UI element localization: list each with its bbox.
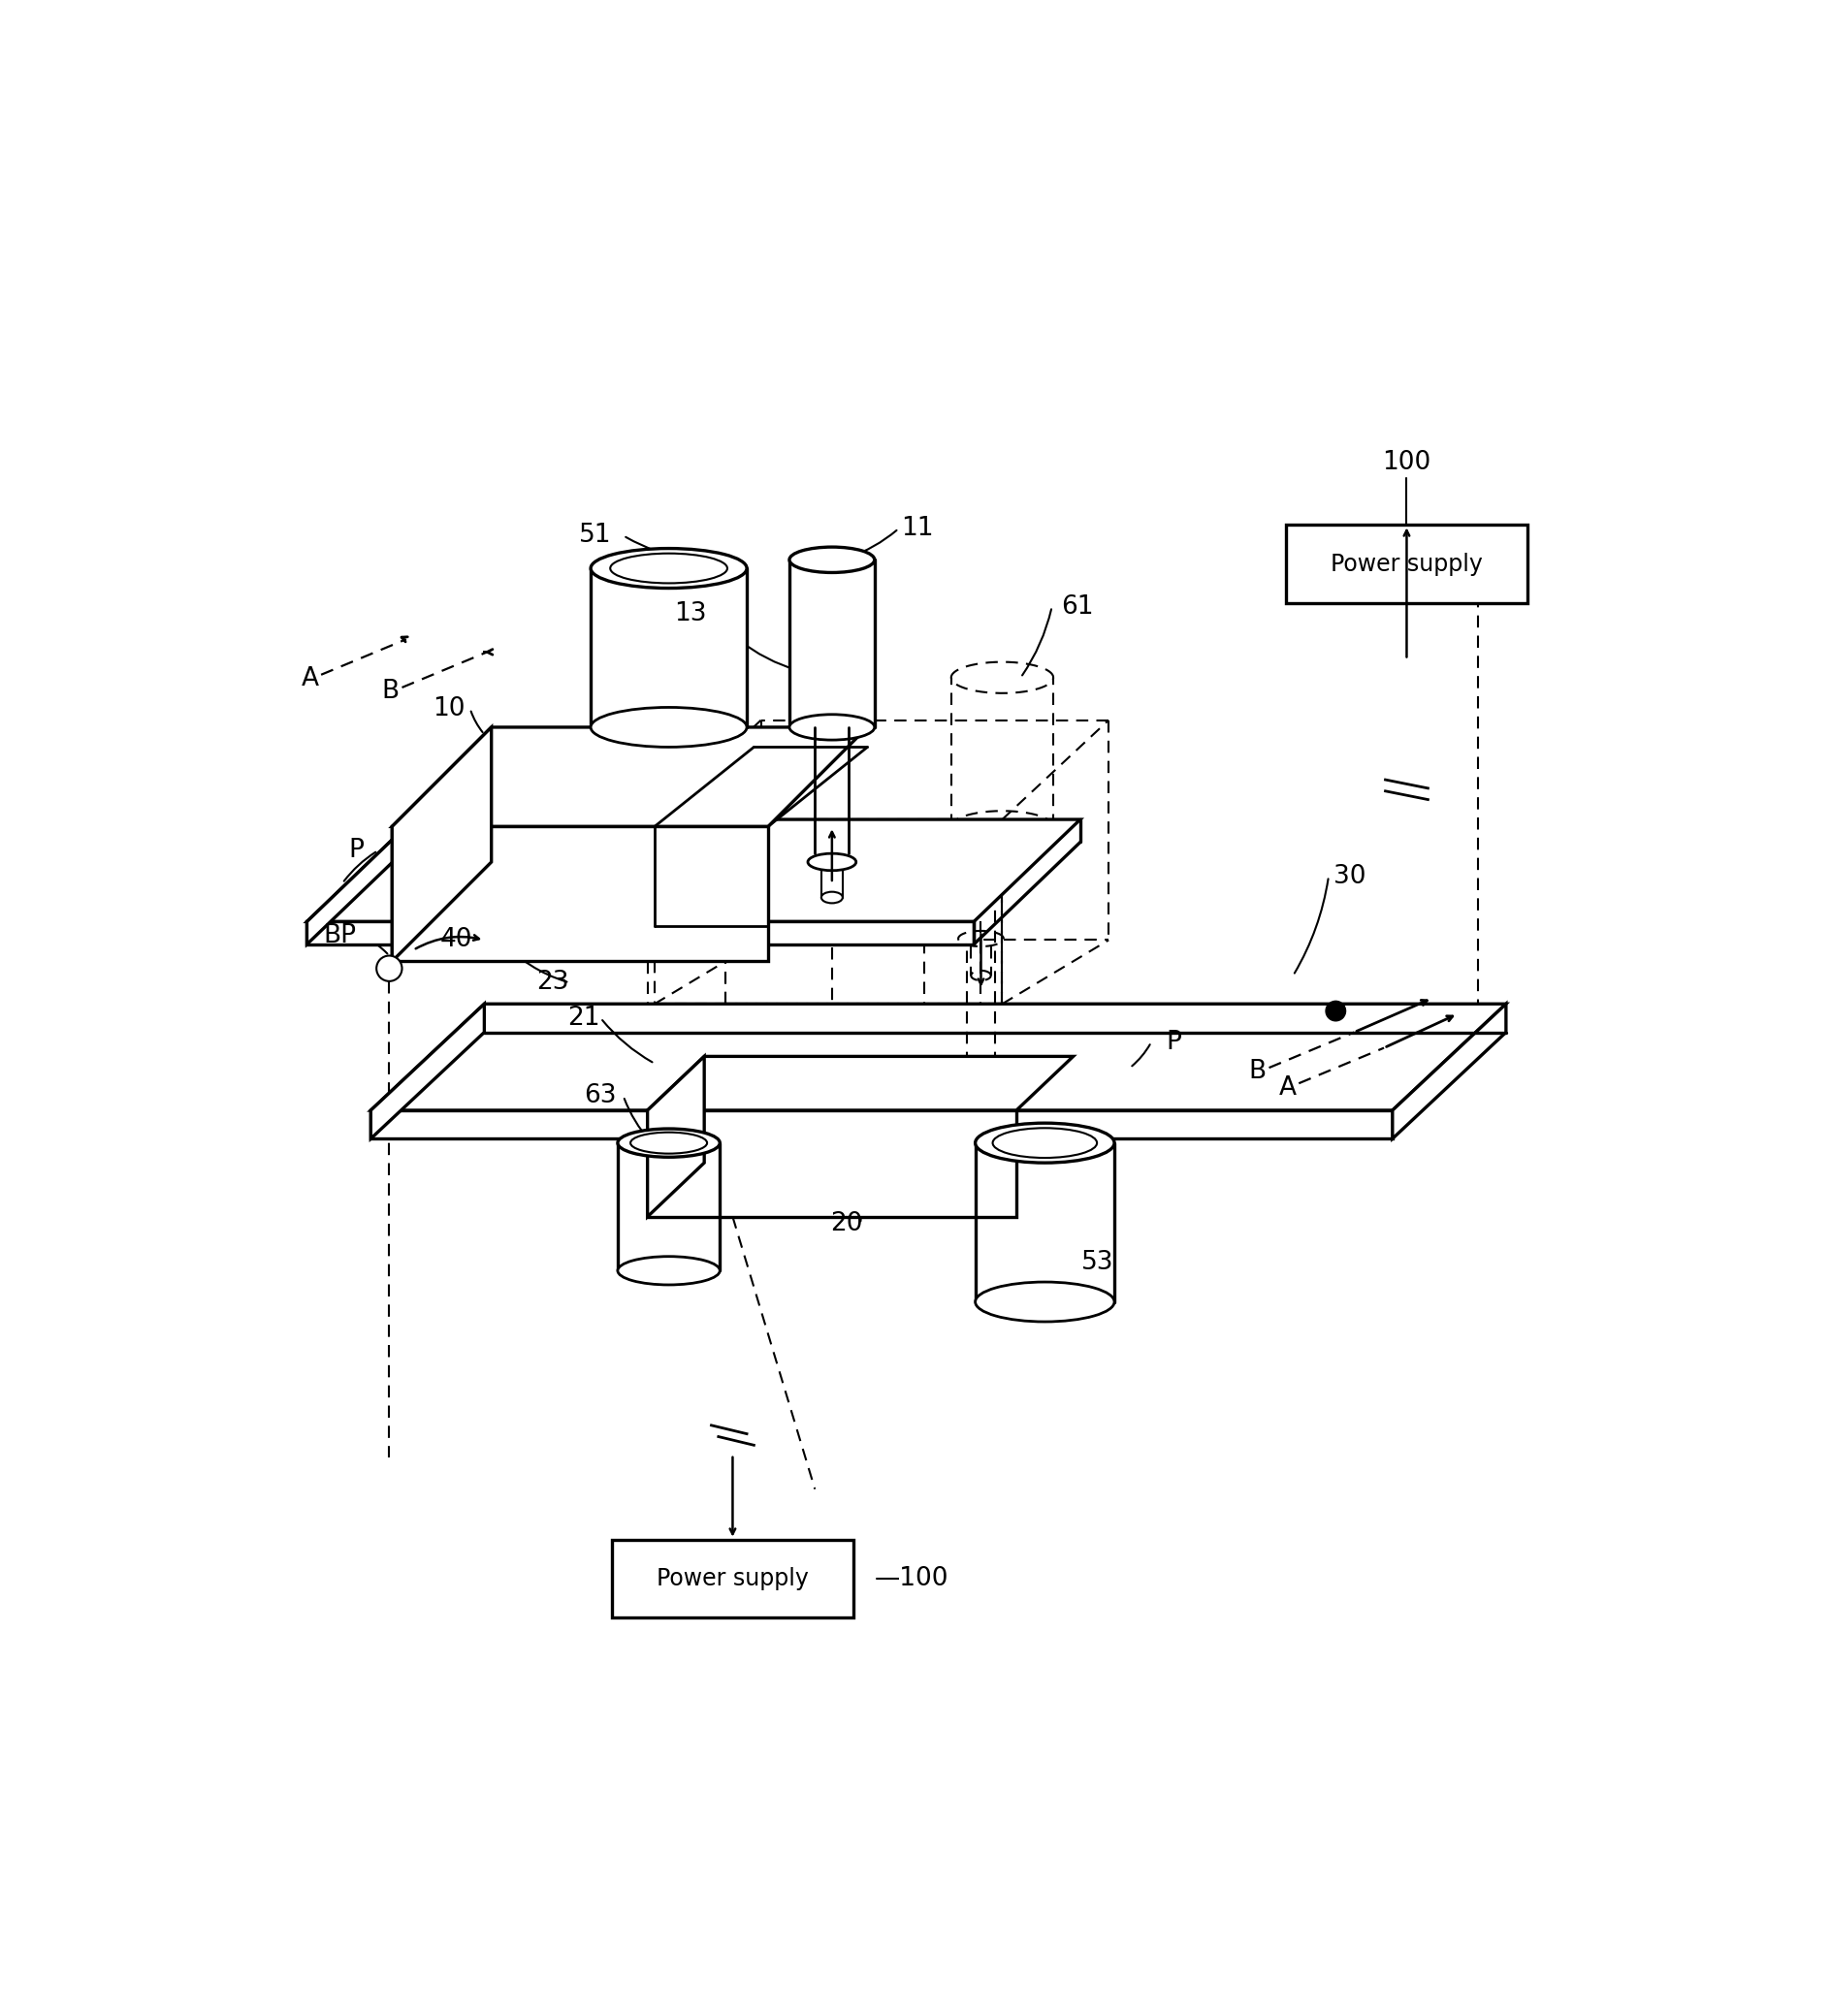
Circle shape — [377, 956, 403, 982]
Ellipse shape — [789, 714, 875, 740]
Polygon shape — [648, 1111, 1016, 1218]
Ellipse shape — [807, 853, 857, 871]
Polygon shape — [392, 728, 868, 827]
Polygon shape — [789, 560, 875, 728]
Polygon shape — [976, 1143, 1115, 1302]
Ellipse shape — [617, 1129, 720, 1157]
Polygon shape — [370, 1004, 483, 1139]
Text: 21: 21 — [568, 1006, 601, 1030]
Text: A: A — [1278, 1075, 1296, 1101]
Text: 10: 10 — [432, 696, 465, 722]
Polygon shape — [648, 1056, 1073, 1111]
Ellipse shape — [591, 548, 747, 589]
Ellipse shape — [822, 891, 842, 903]
Ellipse shape — [630, 1133, 707, 1153]
Text: 30: 30 — [1333, 863, 1366, 889]
Text: 100: 100 — [1382, 450, 1432, 476]
Text: 23: 23 — [536, 970, 569, 996]
Text: 51: 51 — [579, 522, 612, 548]
Ellipse shape — [617, 1256, 720, 1284]
Polygon shape — [370, 1004, 1505, 1111]
Text: 40: 40 — [439, 927, 472, 954]
Polygon shape — [648, 1056, 705, 1218]
FancyBboxPatch shape — [1285, 524, 1527, 603]
Text: P: P — [1166, 1030, 1181, 1054]
Text: 13: 13 — [674, 601, 707, 627]
Text: —100: —100 — [875, 1566, 948, 1591]
Ellipse shape — [976, 1282, 1115, 1322]
Text: P: P — [350, 839, 364, 863]
Polygon shape — [591, 569, 747, 728]
Text: 11: 11 — [901, 516, 934, 540]
Text: 63: 63 — [584, 1083, 617, 1109]
Polygon shape — [392, 827, 769, 962]
Text: 20: 20 — [829, 1212, 862, 1236]
Polygon shape — [308, 818, 414, 943]
Polygon shape — [617, 1143, 720, 1270]
Text: Power supply: Power supply — [657, 1566, 809, 1591]
Ellipse shape — [992, 1129, 1097, 1157]
Polygon shape — [308, 818, 1080, 921]
Ellipse shape — [610, 554, 727, 583]
Circle shape — [1326, 1002, 1346, 1020]
Text: BP: BP — [322, 923, 355, 948]
Ellipse shape — [789, 546, 875, 573]
Text: B: B — [1249, 1058, 1267, 1085]
Text: A: A — [300, 667, 319, 691]
Ellipse shape — [591, 708, 747, 748]
Text: 61: 61 — [1062, 595, 1093, 619]
Polygon shape — [370, 1111, 1393, 1139]
Polygon shape — [308, 921, 974, 943]
Text: Power supply: Power supply — [1331, 552, 1483, 577]
Text: 53: 53 — [1080, 1250, 1113, 1274]
FancyBboxPatch shape — [612, 1540, 853, 1617]
Polygon shape — [392, 728, 491, 962]
Ellipse shape — [976, 1123, 1115, 1163]
Text: B: B — [383, 679, 399, 704]
Polygon shape — [1393, 1004, 1505, 1139]
